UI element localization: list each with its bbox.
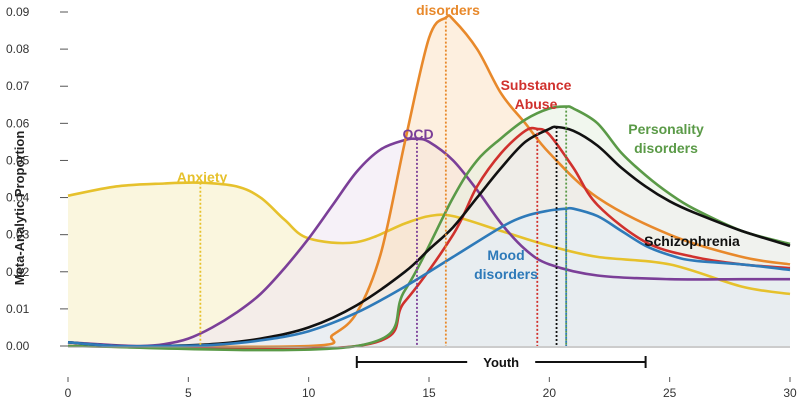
- y-tick-label: 0.05: [6, 153, 30, 167]
- personality-disorders-curve: [67, 105, 791, 352]
- y-tick-label: 0.08: [6, 42, 30, 56]
- peak-markers: [199, 17, 568, 346]
- x-tick-label: 15: [422, 386, 436, 400]
- eating-disorders-curve: [67, 14, 791, 349]
- anxiety-label: Anxiety: [177, 169, 228, 185]
- curve-lines: [67, 14, 791, 352]
- x-tick-label: 0: [65, 386, 72, 400]
- y-tick-label: 0.06: [6, 116, 30, 130]
- y-tick-label: 0.04: [6, 191, 30, 205]
- mood-disorders-area: [68, 208, 790, 347]
- x-tick-label: 5: [185, 386, 192, 400]
- personality-disorders-label: Personality disorders: [628, 121, 704, 156]
- y-tick-label: 0.09: [6, 5, 30, 19]
- mood-disorders-label: Mood disorders: [474, 247, 538, 282]
- schizophrenia-label: Schizophrenia: [644, 233, 740, 249]
- y-tick-label: 0.03: [6, 228, 30, 242]
- x-tick-label: 25: [663, 386, 677, 400]
- substance-abuse-label: Substance Abuse: [501, 77, 572, 112]
- schizophrenia-curve: [67, 125, 791, 348]
- y-tick-label: 0.00: [6, 339, 30, 353]
- ocd-label: OCD: [402, 126, 433, 142]
- x-tick-label: 30: [783, 386, 797, 400]
- substance-abuse-curve: [67, 126, 791, 351]
- youth-label: Youth: [483, 355, 519, 370]
- y-tick-label: 0.01: [6, 302, 30, 316]
- youth-label-bg: [467, 352, 536, 372]
- y-axis: 0.00 0.01 0.02 0.03 0.04 0.05 0.06 0.07 0.08 0.09: [6, 5, 68, 353]
- y-tick-label: 0.02: [6, 265, 30, 279]
- ocd-curve: [67, 137, 790, 348]
- y-axis-label: Meta-Analytic Proportion: [12, 131, 27, 286]
- anxiety-curve: [67, 181, 791, 296]
- eating-disorders-label: Eatingdisorders: [416, 0, 480, 18]
- x-tick-label: 10: [302, 386, 316, 400]
- y-tick-label: 0.07: [6, 79, 30, 93]
- youth-bracket: Youth: [355, 352, 647, 372]
- x-tick-label: 20: [543, 386, 557, 400]
- mood-disorders-curve: [67, 206, 791, 348]
- x-axis: 0 5 10 15 20 25 30: [65, 346, 797, 400]
